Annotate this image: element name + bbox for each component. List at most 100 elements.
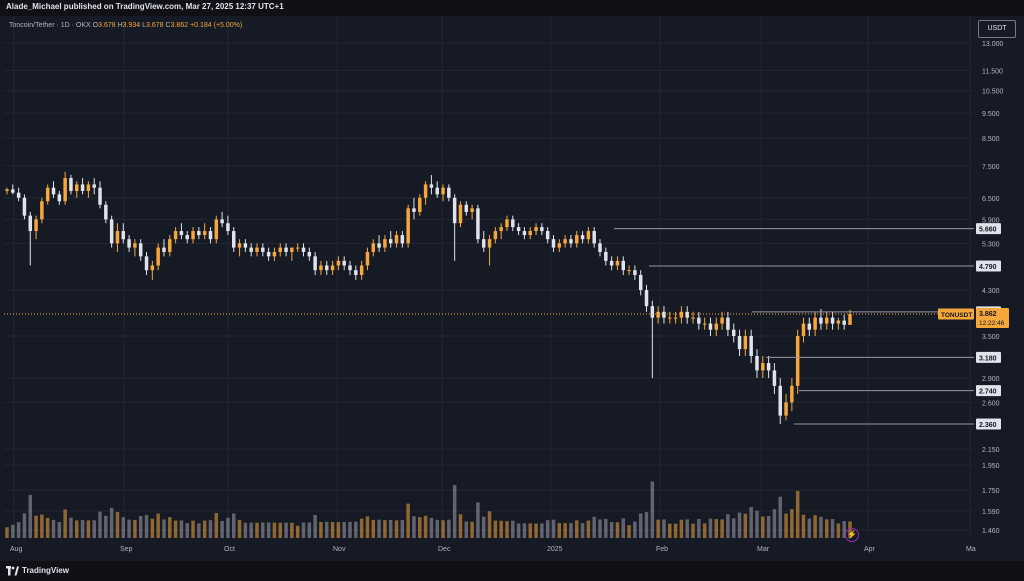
volume-bar [563, 523, 567, 538]
volume-bar [28, 494, 32, 538]
candle-body [586, 231, 591, 240]
volume-bar [290, 522, 294, 538]
x-tick-label: 2025 [547, 546, 563, 553]
change-value: +0.184 (+5.00%) [190, 22, 243, 29]
candle-body [761, 363, 765, 371]
candle-body [755, 356, 759, 371]
volume-bar [691, 523, 695, 538]
chart-area[interactable]: 13.000 11.500 10.500 9.500 8.500 7.500 6.500 5.… [4, 16, 1024, 561]
candle-body [249, 247, 253, 252]
level-tag-label: 4.790 [979, 264, 997, 271]
volume-bar [447, 519, 451, 538]
candle-body [214, 219, 219, 240]
candle-body [731, 329, 736, 337]
candle-body [220, 219, 224, 224]
price-chart-svg[interactable]: 13.000 11.500 10.500 9.500 8.500 7.500 6.500 5.… [4, 16, 1024, 561]
candle-body [691, 317, 695, 319]
candle-body [144, 256, 149, 271]
candle-body [842, 320, 846, 325]
y-tick-label: 1.590 [982, 509, 1000, 516]
currency-button[interactable]: USDT [978, 20, 1016, 38]
volume-bar [220, 520, 224, 538]
candle-body [388, 239, 393, 244]
y-tick-label: 2.900 [982, 376, 1000, 383]
candle-body [807, 323, 812, 330]
candle-body [569, 239, 573, 244]
volume-bar [301, 522, 306, 538]
volume-bar [575, 520, 579, 538]
lightning-icon[interactable]: ⚡ [845, 528, 859, 542]
candle-body [540, 227, 544, 232]
volume-bar [208, 520, 213, 538]
volume-bar [429, 517, 434, 538]
volume-bar [371, 519, 376, 538]
volume-bar [737, 512, 742, 538]
volume-bar [528, 523, 532, 538]
y-tick-label: 1.950 [982, 463, 1000, 470]
volume-bar [80, 520, 85, 538]
candle-body [354, 270, 358, 275]
high-value: 3.934 [122, 22, 141, 29]
y-tick-label: 1.750 [982, 488, 1000, 495]
level-tag-bg [976, 351, 1001, 363]
candle-body [98, 187, 102, 205]
candle-body [772, 370, 777, 386]
volume-bar [784, 513, 788, 538]
candle-body [429, 184, 434, 188]
volume-bar [807, 518, 812, 538]
volume-bar [598, 519, 602, 538]
tradingview-brand: TradingView [22, 566, 69, 575]
volume-bar [179, 520, 184, 538]
candle-body [516, 227, 521, 232]
volume-bar [615, 522, 620, 538]
candle-body [208, 231, 213, 240]
candle-body [708, 323, 713, 330]
candle-body [237, 243, 242, 248]
candle-body [121, 231, 126, 240]
volume-bar [295, 525, 300, 538]
candle-body [638, 274, 643, 291]
candle-body [359, 265, 364, 275]
volume-bar [755, 510, 759, 538]
candle-body [423, 184, 428, 198]
low-value: 3.678 [146, 22, 164, 29]
candle-body [104, 204, 108, 220]
volume-bar [307, 522, 312, 538]
volume-bar [109, 507, 114, 538]
volume-bar [5, 527, 9, 538]
volume-bar [685, 519, 689, 538]
candle-body [836, 320, 841, 324]
candle-body [720, 317, 724, 324]
candle-body [528, 231, 532, 236]
volume-bar [342, 522, 346, 538]
volume-bar [278, 522, 282, 538]
candle-body [133, 243, 137, 248]
volume-bar [726, 514, 730, 538]
volume-bar [662, 519, 666, 538]
volume-bar [511, 520, 515, 538]
candle-body [476, 208, 480, 240]
candle-body [679, 311, 684, 318]
candle-body [168, 239, 172, 252]
candle-body [278, 247, 282, 252]
candle-body [458, 204, 463, 224]
volume-bar [720, 519, 724, 538]
volume-bar [284, 522, 288, 538]
symbol-tag-bg [938, 308, 974, 320]
candle-body [348, 265, 352, 271]
candle-body [51, 187, 56, 195]
x-tick-label: Dec [438, 546, 451, 553]
candle-body [11, 189, 15, 193]
y-tick-label: 13.000 [982, 41, 1004, 48]
volume-bar [354, 521, 358, 538]
x-tick-label: Aug [10, 546, 23, 553]
candle-body [162, 247, 166, 252]
candle-body [743, 336, 748, 350]
volume-bar [458, 514, 463, 538]
y-tick-label: 2.150 [982, 447, 1000, 454]
candle-body [784, 402, 788, 416]
volume-bar [400, 519, 405, 538]
volume-bar [156, 513, 160, 538]
level-tag-bg [976, 385, 1001, 397]
candle-body [697, 317, 701, 324]
